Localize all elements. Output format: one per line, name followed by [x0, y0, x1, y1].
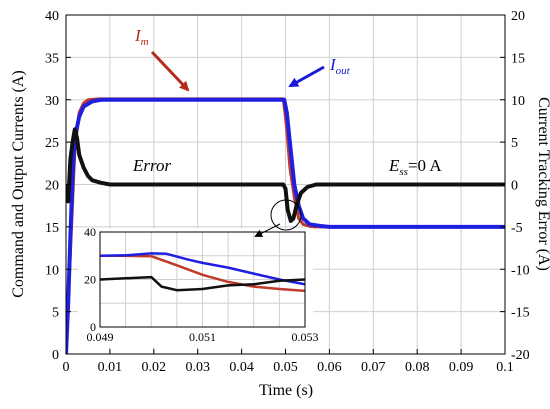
annotation-im: Im — [134, 26, 149, 48]
y-axis-label-left: Command and Output Currents (A) — [10, 70, 27, 298]
x-tick-label: 0 — [63, 360, 70, 375]
annotation-iout: Iout — [329, 55, 351, 77]
y-tick-label-right: 10 — [511, 94, 525, 109]
y-tick-label-right: -5 — [511, 221, 523, 236]
y-tick-label-right: -20 — [511, 348, 530, 363]
y-tick-label-right: 15 — [511, 51, 525, 66]
main-tick-labels: 0 0.01 0.02 0.03 0.04 0.05 0.06 0.07 0.08 0.09 0.1… — [45, 9, 530, 375]
y-tick-label-right: 5 — [511, 136, 518, 151]
x-tick-label: 0.09 — [449, 360, 474, 375]
inset-x-tick-label: 0.051 — [189, 330, 216, 344]
y-tick-label-left: 25 — [45, 136, 59, 151]
main-series — [66, 97, 505, 354]
y-tick-label-left: 20 — [45, 179, 59, 194]
annotations: Im Iout Error Ess=0 A — [132, 26, 442, 237]
x-tick-label: 0.07 — [361, 360, 386, 375]
inset-x-tick-label: 0.053 — [292, 330, 319, 344]
annotation-ess: Ess=0 A — [388, 156, 442, 178]
y-tick-label-right: -10 — [511, 263, 530, 278]
zoom-arrow — [254, 223, 281, 237]
y-tick-label-left: 40 — [45, 9, 59, 24]
y-tick-label-left: 5 — [52, 306, 59, 321]
y-tick-label-left: 0 — [52, 348, 59, 363]
inset-y-tick-label: 0 — [90, 320, 96, 334]
y-axis-label-right: Current Tracking Error (A) — [535, 97, 550, 271]
y-tick-label-left: 30 — [45, 94, 59, 109]
y-tick-label-left: 10 — [45, 263, 59, 278]
inset-y-tick-label: 40 — [84, 225, 96, 239]
inset-frame — [99, 231, 306, 328]
x-tick-label: 0.01 — [98, 360, 123, 375]
y-tick-label-right: -15 — [511, 306, 530, 321]
y-tick-label-left: 35 — [45, 51, 59, 66]
series-line-error — [66, 127, 505, 223]
y-tick-label-left: 15 — [45, 221, 59, 236]
inset-series-line-im — [100, 254, 305, 293]
x-tick-label: 0.06 — [317, 360, 342, 375]
y-tick-label-right: 20 — [511, 9, 525, 24]
x-tick-label: 0.1 — [496, 360, 514, 375]
inset-x-tick-label: 0.049 — [87, 330, 114, 344]
zoom-circle — [270, 199, 302, 231]
y-tick-label-right: 0 — [511, 179, 518, 194]
arrow-im — [150, 50, 190, 92]
x-tick-label: 0.03 — [185, 360, 210, 375]
arrow-iout — [288, 65, 325, 88]
x-axis-label: Time (s) — [259, 382, 313, 399]
inset-series-line-error — [100, 275, 305, 292]
annotation-error: Error — [132, 156, 171, 175]
x-tick-label: 0.05 — [273, 360, 298, 375]
x-tick-label: 0.08 — [405, 360, 430, 375]
x-tick-label: 0.04 — [229, 360, 254, 375]
x-tick-label: 0.02 — [142, 360, 167, 375]
inset-panel: 0.049 0.051 0.053 0 20 40 — [78, 225, 319, 347]
inset-series-line-iout — [100, 252, 305, 286]
inset-y-tick-label: 20 — [84, 273, 96, 287]
